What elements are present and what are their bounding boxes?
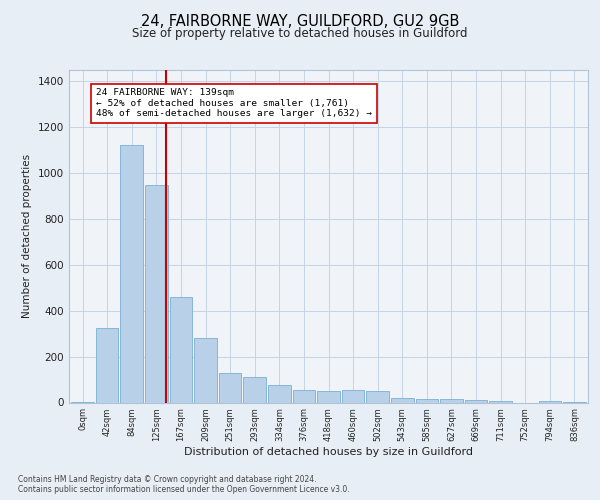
Text: 24 FAIRBORNE WAY: 139sqm
← 52% of detached houses are smaller (1,761)
48% of sem: 24 FAIRBORNE WAY: 139sqm ← 52% of detach… <box>96 88 372 118</box>
Text: Contains HM Land Registry data © Crown copyright and database right 2024.: Contains HM Land Registry data © Crown c… <box>18 475 317 484</box>
Bar <box>219 372 241 402</box>
Text: Contains public sector information licensed under the Open Government Licence v3: Contains public sector information licen… <box>18 484 350 494</box>
Bar <box>268 386 290 402</box>
Bar <box>440 399 463 402</box>
Bar <box>96 328 118 402</box>
Bar <box>121 144 143 402</box>
Bar <box>367 391 389 402</box>
Bar <box>244 378 266 402</box>
Bar <box>194 338 217 402</box>
Y-axis label: Number of detached properties: Number of detached properties <box>22 154 32 318</box>
Bar <box>293 390 315 402</box>
Bar <box>317 391 340 402</box>
Text: 24, FAIRBORNE WAY, GUILDFORD, GU2 9GB: 24, FAIRBORNE WAY, GUILDFORD, GU2 9GB <box>141 14 459 29</box>
X-axis label: Distribution of detached houses by size in Guildford: Distribution of detached houses by size … <box>184 447 473 457</box>
Bar <box>342 390 364 402</box>
Bar <box>465 400 487 402</box>
Bar <box>170 297 192 403</box>
Bar <box>391 398 413 402</box>
Bar <box>145 184 167 402</box>
Bar <box>416 399 438 402</box>
Text: Size of property relative to detached houses in Guildford: Size of property relative to detached ho… <box>132 28 468 40</box>
